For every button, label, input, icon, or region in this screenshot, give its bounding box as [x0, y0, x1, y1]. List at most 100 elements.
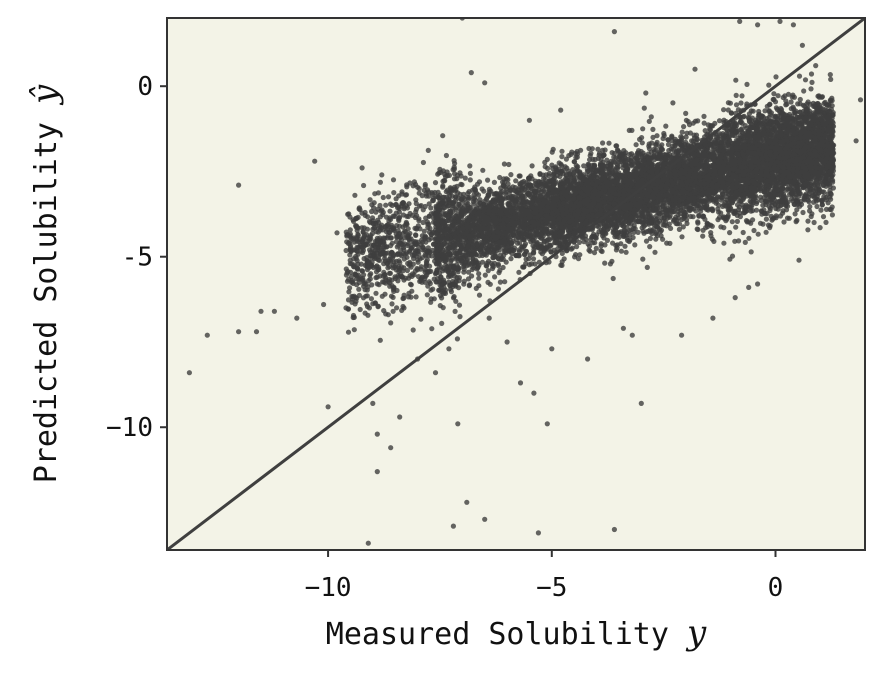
data-point — [687, 130, 694, 136]
data-point — [476, 179, 483, 185]
data-point — [796, 73, 803, 79]
data-point — [500, 264, 506, 271]
data-point — [514, 240, 521, 246]
data-point — [751, 227, 757, 234]
data-point — [805, 218, 811, 224]
data-point — [456, 302, 463, 308]
data-point — [729, 219, 735, 225]
data-point — [429, 191, 436, 197]
data-point — [457, 314, 463, 320]
data-point — [581, 239, 587, 245]
data-point — [368, 271, 374, 277]
data-point — [380, 194, 386, 201]
data-point — [808, 86, 814, 92]
data-point — [544, 156, 550, 162]
data-point — [716, 118, 723, 124]
data-point — [368, 296, 374, 302]
data-point — [467, 170, 473, 176]
data-point — [801, 88, 807, 94]
data-point — [545, 165, 551, 171]
data-point — [503, 259, 509, 265]
data-point — [476, 292, 483, 298]
data-point — [786, 215, 792, 221]
points-layer — [186, 18, 864, 546]
data-point — [650, 126, 656, 132]
data-point — [389, 301, 395, 307]
data-point — [429, 326, 435, 332]
data-point — [690, 120, 696, 126]
data-point — [701, 120, 707, 126]
data-point — [422, 181, 428, 188]
data-point — [808, 213, 814, 220]
data-point — [738, 100, 744, 106]
data-point — [650, 134, 656, 140]
data-point — [416, 218, 422, 224]
data-point — [563, 156, 570, 162]
data-point — [618, 248, 625, 254]
data-point — [701, 113, 707, 119]
data-point — [586, 145, 592, 152]
data-point — [428, 205, 434, 211]
data-point — [600, 140, 606, 146]
data-point — [622, 243, 628, 249]
data-point — [794, 207, 800, 213]
data-point — [574, 244, 580, 250]
data-point — [808, 71, 815, 77]
data-point — [829, 212, 836, 218]
data-point — [491, 179, 497, 185]
data-point — [559, 259, 565, 265]
data-point — [400, 303, 406, 310]
data-point — [346, 289, 352, 295]
data-point — [362, 209, 368, 216]
data-point — [679, 234, 685, 240]
data-point — [663, 123, 669, 129]
data-point — [680, 224, 686, 230]
data-point — [746, 235, 752, 241]
data-point — [357, 306, 363, 313]
data-point — [796, 257, 802, 263]
data-point — [469, 273, 475, 279]
data-point — [820, 214, 827, 220]
data-point — [828, 76, 834, 82]
data-point — [440, 183, 446, 189]
data-point — [559, 154, 565, 160]
data-point — [715, 135, 721, 141]
data-point — [480, 167, 486, 173]
data-point — [793, 219, 799, 225]
data-point — [407, 281, 414, 287]
data-point — [492, 274, 498, 280]
data-point — [814, 203, 820, 210]
data-point — [454, 336, 460, 342]
data-point — [530, 256, 537, 262]
data-point — [420, 219, 426, 226]
data-point — [668, 225, 674, 231]
data-point — [413, 294, 419, 300]
data-point — [571, 169, 577, 175]
data-point — [410, 327, 416, 333]
data-point — [404, 267, 410, 274]
data-point — [513, 178, 519, 184]
data-point — [359, 165, 365, 171]
data-point — [807, 204, 813, 210]
data-point — [497, 174, 503, 181]
data-point — [476, 275, 482, 281]
data-point — [440, 133, 446, 139]
data-point — [681, 124, 687, 130]
data-point — [740, 229, 746, 236]
data-point — [467, 177, 473, 183]
data-point — [806, 199, 812, 205]
data-point — [347, 285, 353, 291]
data-point — [742, 239, 748, 245]
data-point — [718, 210, 724, 216]
data-point — [755, 231, 761, 237]
data-point — [496, 270, 502, 276]
data-point — [467, 163, 473, 169]
data-point — [381, 308, 387, 314]
data-point — [736, 238, 742, 244]
data-point — [576, 239, 583, 245]
data-point — [695, 220, 701, 226]
data-point — [439, 320, 445, 326]
data-point — [733, 92, 739, 98]
data-point — [452, 308, 458, 314]
